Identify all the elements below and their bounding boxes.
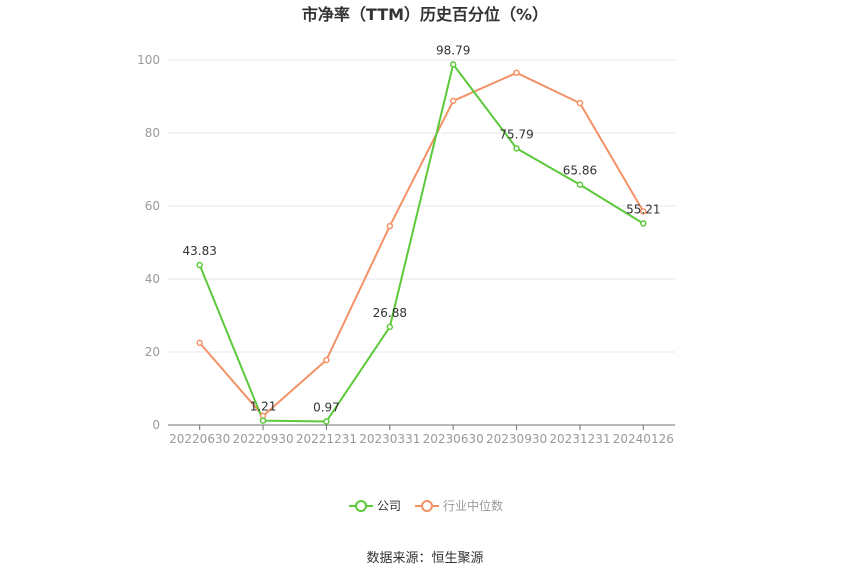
data-point	[640, 208, 647, 215]
data-point	[386, 222, 394, 230]
x-tick-label: 20221231	[296, 432, 357, 446]
data-point	[449, 97, 457, 105]
legend-marker	[355, 500, 367, 512]
y-tick-label: 0	[152, 418, 160, 432]
y-tick-label: 20	[145, 345, 160, 359]
grid-lines	[168, 59, 675, 353]
series-lines	[198, 63, 645, 423]
x-tick-label: 20231231	[549, 432, 610, 446]
x-tick-label: 20230630	[423, 432, 484, 446]
data-point	[196, 339, 203, 347]
x-tick-label: 20240126	[613, 432, 674, 446]
legend: 公司 行业中位数	[349, 498, 503, 513]
x-tick-label: 20230331	[359, 432, 420, 446]
legend-marker	[421, 500, 433, 512]
data-label: 55.21	[626, 202, 660, 216]
data-point	[576, 99, 584, 107]
data-label: 0.97	[313, 400, 340, 414]
data-point	[196, 261, 203, 269]
y-tick-label: 80	[145, 126, 160, 140]
data-point	[449, 61, 457, 68]
data-point	[259, 417, 267, 424]
data-point	[576, 181, 584, 188]
y-tick-label: 100	[137, 53, 160, 67]
data-label: 43.83	[183, 244, 217, 258]
x-tick-label: 20230930	[486, 432, 547, 446]
x-tick-label: 20220930	[233, 432, 294, 446]
data-label: 98.79	[436, 43, 470, 57]
legend-label: 行业中位数	[443, 498, 503, 513]
y-tick-label: 60	[145, 199, 160, 213]
legend-label: 公司	[377, 499, 401, 513]
data-point	[513, 69, 520, 77]
chart-title: 市净率（TTM）历史百分位（%）	[302, 5, 548, 24]
source-note: 数据来源：恒生聚源	[366, 551, 483, 566]
x-tick-label: 20220630	[169, 432, 230, 446]
data-point	[386, 323, 394, 331]
data-points	[196, 61, 647, 425]
data-point	[323, 418, 330, 425]
y-tick-label: 40	[145, 272, 160, 286]
data-point	[640, 220, 647, 227]
data-point	[513, 145, 520, 152]
data-label: 65.86	[563, 164, 597, 178]
series-line-0	[198, 63, 644, 423]
data-labels: 43.83 1.21 0.97 26.88 98.79 75.79 65.86 55.21	[183, 43, 661, 414]
data-label: 1.21	[250, 400, 277, 414]
data-label: 75.79	[499, 127, 533, 141]
data-label: 26.88	[373, 306, 407, 320]
series-line-1	[198, 71, 645, 417]
data-point	[323, 356, 330, 364]
